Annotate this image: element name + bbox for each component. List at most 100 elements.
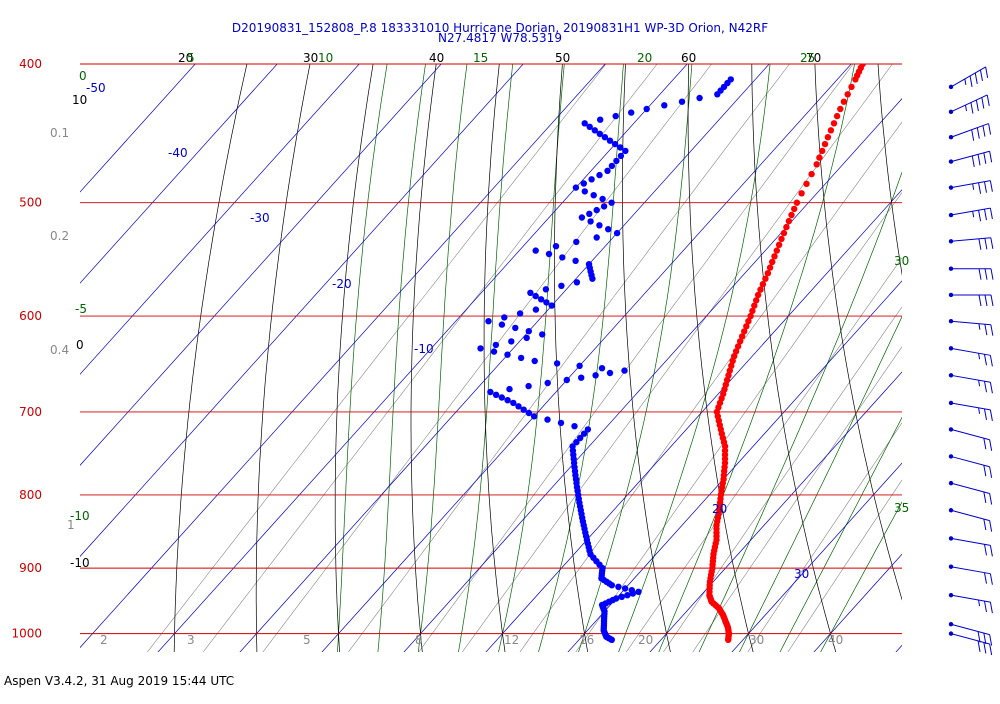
wind-barb-dot xyxy=(948,292,954,298)
isotherm-line xyxy=(649,371,902,652)
isotherm-label: -10 xyxy=(414,342,434,356)
isotherm-line xyxy=(80,64,278,284)
dewpoint-point xyxy=(578,214,586,221)
wind-barb-flag xyxy=(989,382,993,394)
wind-barb-dot xyxy=(948,109,954,115)
wind-barb-flag xyxy=(972,183,975,190)
wind-barb-dot xyxy=(948,84,954,90)
moist-adiabat-line xyxy=(498,64,565,652)
wind-barb xyxy=(948,150,993,167)
chart-title: D20190831_152808_P.8 183331010 Hurricane… xyxy=(232,21,768,35)
dewpoint-point xyxy=(571,423,578,430)
wind-barb-dot xyxy=(948,427,954,432)
dewpoint-point xyxy=(604,167,611,174)
temperature-point xyxy=(773,247,780,254)
moist-adiabat-line xyxy=(739,315,902,652)
wind-barb xyxy=(948,400,993,421)
isotherm-line xyxy=(485,189,902,652)
dry-adiabat-line xyxy=(483,64,506,652)
wind-barb-flag xyxy=(989,493,993,505)
temperature-point xyxy=(803,180,810,187)
dewpoint-point xyxy=(618,593,625,600)
wind-barb xyxy=(948,622,993,646)
wind-barb-flag xyxy=(989,545,993,557)
temperature-point xyxy=(837,105,844,113)
wind-barb-flag xyxy=(983,600,987,613)
temperature-point xyxy=(798,190,805,197)
pressure-label: 800 xyxy=(19,488,42,502)
wind-barb-flag xyxy=(977,631,981,643)
wind-barb-flag xyxy=(972,211,975,218)
dewpoint-point xyxy=(557,419,565,427)
wind-barb-flag xyxy=(989,180,993,192)
isotherm-line xyxy=(80,64,360,375)
mixing-ratio-line xyxy=(147,64,607,652)
wind-barb-flag xyxy=(984,294,988,307)
temperature-point xyxy=(759,281,767,288)
wind-barb xyxy=(948,319,994,336)
temperature-point xyxy=(757,286,764,293)
dewpoint-point xyxy=(593,206,600,214)
dewpoint-point xyxy=(530,413,538,420)
mixing-ratio-label: 1 xyxy=(67,518,75,532)
wind-barb-staff xyxy=(950,455,990,468)
dewpoint-point xyxy=(608,636,615,643)
mixing-ratio-line xyxy=(348,64,790,652)
dewpoint-point xyxy=(611,140,619,148)
dry-adiabat-label: 70 xyxy=(806,51,821,65)
wind-barb-staff xyxy=(950,402,991,411)
dewpoint-point xyxy=(606,137,614,144)
wind-barb-flag xyxy=(970,102,974,114)
wind-barb-flag xyxy=(971,129,975,141)
mixing-ratio-line xyxy=(662,306,902,652)
dewpoint-point xyxy=(558,282,565,289)
dewpoint-point xyxy=(492,391,500,398)
wind-barb xyxy=(948,346,993,367)
wind-barb-flag xyxy=(989,151,993,163)
pressure-label: 900 xyxy=(19,561,42,575)
wind-barb xyxy=(948,180,993,194)
wind-barb-staff xyxy=(950,374,991,383)
dry-adiabat-label: 20 xyxy=(178,51,193,65)
mixing-ratio-label: 20 xyxy=(638,633,653,647)
dewpoint-point xyxy=(531,357,538,365)
dewpoint-point xyxy=(520,406,527,413)
wind-barb-flag xyxy=(983,381,987,393)
moist-adiabat-label: 25 xyxy=(800,51,815,65)
wind-barb-flag xyxy=(989,409,993,421)
dry-adiabat-line xyxy=(554,64,589,652)
wind-barb xyxy=(948,237,994,250)
temperature-point xyxy=(732,348,740,355)
dewpoint-point xyxy=(596,222,603,229)
dewpoint-point xyxy=(586,123,593,130)
wind-barb-staff xyxy=(950,207,991,216)
temperature-point xyxy=(729,357,736,365)
dewpoint-point xyxy=(515,403,522,410)
pressure-label: 400 xyxy=(19,57,42,71)
dry-adiabat-line xyxy=(334,64,374,652)
dewpoint-point xyxy=(542,286,550,293)
dewpoint-point xyxy=(591,127,598,134)
wind-barb-dot xyxy=(948,266,954,271)
dewpoint-point xyxy=(532,306,540,313)
dewpoint-point xyxy=(635,588,642,595)
dewpoint-point xyxy=(517,354,525,362)
wind-barb-flag xyxy=(983,438,987,450)
wind-barb xyxy=(948,454,993,478)
wind-barb-flag xyxy=(975,99,979,112)
dewpoint-point xyxy=(584,426,592,433)
wind-barb-flag xyxy=(978,380,981,387)
temperature-point xyxy=(840,98,848,105)
wind-barb-dot xyxy=(948,564,954,569)
dewpoint-point xyxy=(485,318,492,325)
wind-barb-dot xyxy=(948,319,954,324)
mixing-ratio-line xyxy=(575,192,902,652)
dewpoint-point xyxy=(552,243,560,250)
wind-barb-flag xyxy=(978,599,981,607)
mixing-ratio-label: 30 xyxy=(749,633,764,647)
dewpoint-point xyxy=(590,192,597,199)
temperature-point xyxy=(788,211,795,219)
dewpoint-point xyxy=(621,585,629,592)
